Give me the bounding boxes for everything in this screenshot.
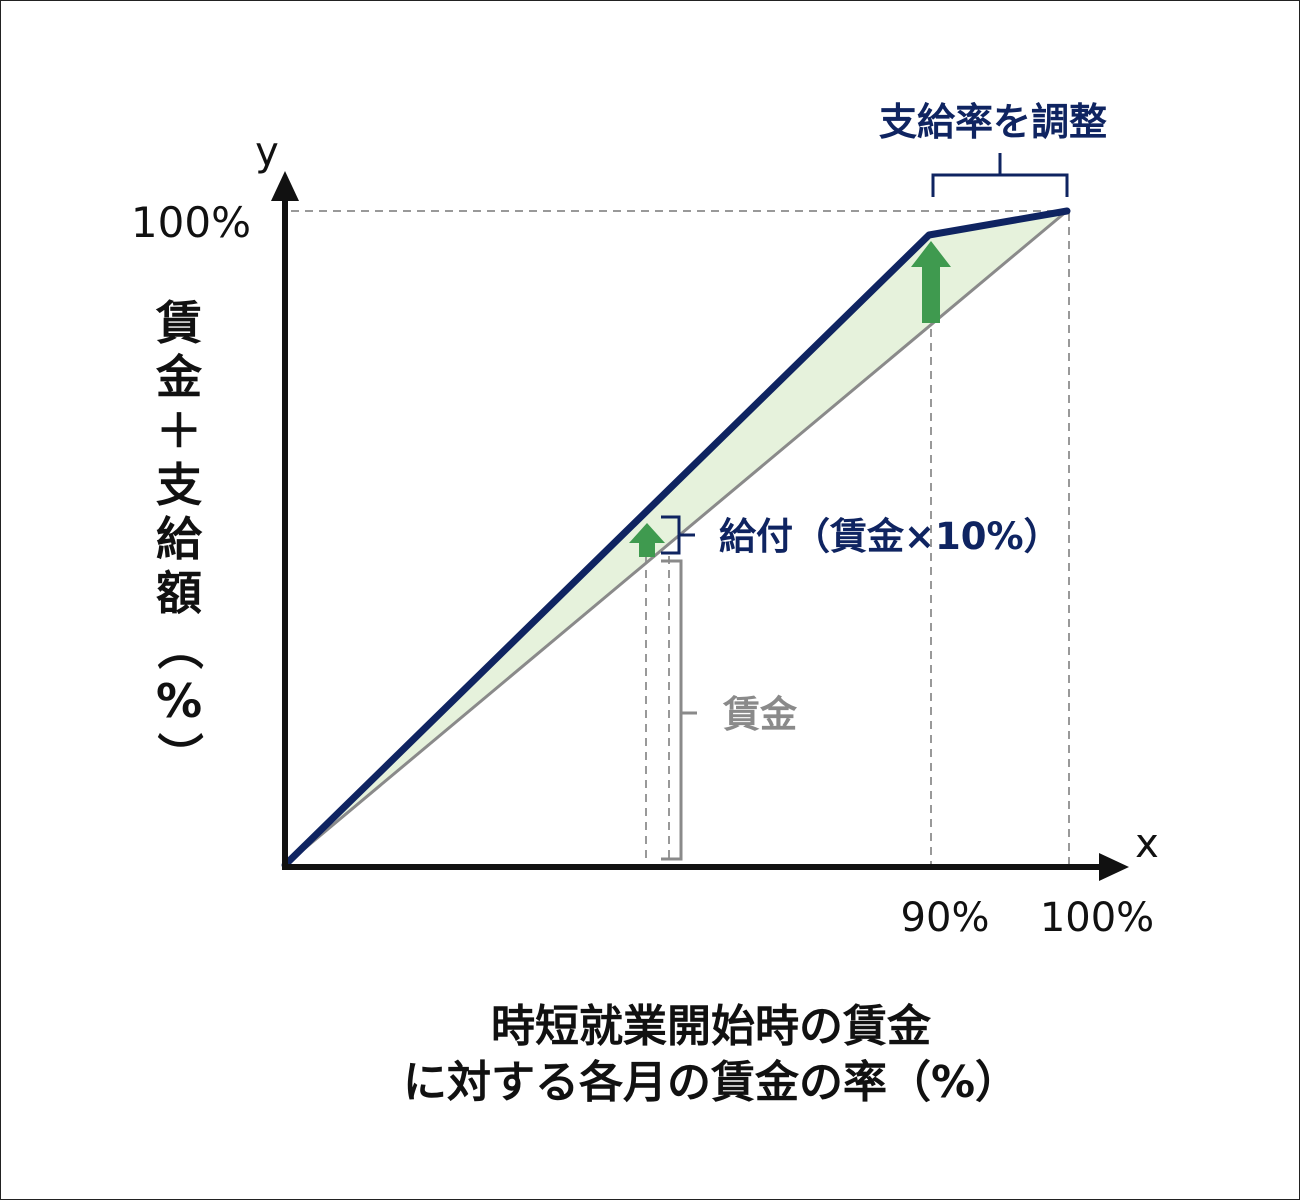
y-axis-title-char: % (156, 674, 202, 728)
y-axis-title-char: 支 (156, 458, 202, 512)
y-axis-arrowhead (271, 171, 299, 201)
y-axis-title-char: ） (152, 732, 206, 778)
y-tick-100: 100% (131, 198, 251, 247)
wage-plus-benefit-line (281, 207, 1071, 869)
x-axis-arrowhead (1099, 853, 1129, 881)
large-up-arrow (911, 241, 951, 323)
x-axis-letter: x (1135, 821, 1159, 867)
y-axis-title-char: 金 (155, 350, 203, 404)
y-axis-title-char: 額 (156, 566, 202, 620)
small-up-arrow (629, 523, 665, 557)
benefit-bracket (661, 515, 695, 555)
y-axis-title-char: 賃 (155, 296, 202, 350)
x-axis-title-line1: 時短就業開始時の賃金 (491, 1001, 932, 1052)
y-axis-title: 賃金＋支給額（%） (152, 296, 206, 778)
y-axis-title-char: （ (152, 624, 206, 670)
y-axis-title-char: ＋ (156, 404, 202, 458)
x-axis-title-line2: に対する各月の賃金の率（%） (403, 1057, 1019, 1108)
wage-label: 賃金 (722, 693, 798, 736)
y-axis-letter: y (255, 129, 279, 175)
y-axis-title-char: 給 (156, 512, 203, 566)
guide-lines (291, 210, 1070, 865)
adjust-rate-bracket (931, 153, 1069, 197)
benefit-label: 給付（賃金×10%） (719, 515, 1061, 558)
wage-bracket (661, 559, 697, 861)
adjust-rate-label: 支給率を調整 (879, 100, 1107, 144)
x-tick-100: 100% (1040, 895, 1154, 941)
green-arrows (629, 241, 951, 557)
x-tick-90: 90% (901, 895, 990, 941)
